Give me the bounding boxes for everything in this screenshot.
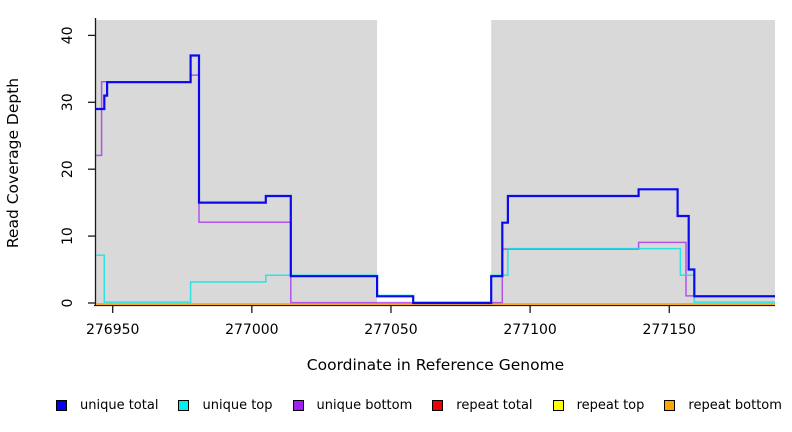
legend-item-repeat-total: repeat total	[432, 398, 533, 413]
legend-swatch-unique-bottom	[292, 400, 304, 411]
legend-item-repeat-bottom: repeat bottom	[664, 398, 782, 413]
legend-item-repeat-top: repeat top	[552, 398, 645, 413]
tick-labels: 276950 277000 277050 277100 277150 0 10 20 30 40	[60, 26, 696, 338]
series-line-unique-total	[96, 54, 775, 305]
legend-swatch-repeat-bottom	[664, 400, 676, 411]
legend-swatch-unique-total	[56, 400, 67, 411]
y-axis-title: Read Coverage Depth	[4, 77, 22, 249]
legend-swatch-unique-top	[178, 400, 190, 411]
x-axis-title: Coordinate in Reference Genome	[306, 356, 565, 374]
y-tick-label: 30	[60, 93, 76, 111]
legend-item-unique-bottom: unique bottom	[292, 398, 413, 413]
x-tick-label: 276950	[86, 322, 139, 338]
x-tick-label: 277150	[643, 322, 696, 338]
legend-label: repeat top	[576, 398, 645, 413]
y-tick-label: 10	[60, 227, 76, 245]
legend-label: unique total	[80, 398, 159, 413]
y-tick-label: 20	[60, 160, 76, 178]
legend-label: repeat total	[456, 398, 533, 413]
legend-label: unique bottom	[316, 398, 413, 413]
x-tick-label: 277000	[225, 322, 278, 338]
x-tick-label: 277100	[503, 322, 556, 338]
y-tick-label: 0	[60, 299, 76, 308]
legend: unique total unique top unique bottom repea…	[0, 398, 792, 413]
y-tick-label: 40	[60, 26, 76, 44]
legend-swatch-repeat-total	[432, 400, 444, 411]
legend-label: repeat bottom	[688, 398, 782, 413]
axes	[88, 18, 775, 313]
legend-label: unique top	[202, 398, 273, 413]
coverage-chart: 276950 277000 277050 277100 277150 0 10 20 30 40	[60, 18, 775, 338]
legend-item-unique-total: unique total	[56, 398, 158, 413]
highlight-band	[377, 20, 492, 303]
legend-swatch-repeat-top	[552, 400, 564, 411]
x-tick-label: 277050	[364, 322, 417, 338]
legend-item-unique-top: unique top	[178, 398, 273, 413]
